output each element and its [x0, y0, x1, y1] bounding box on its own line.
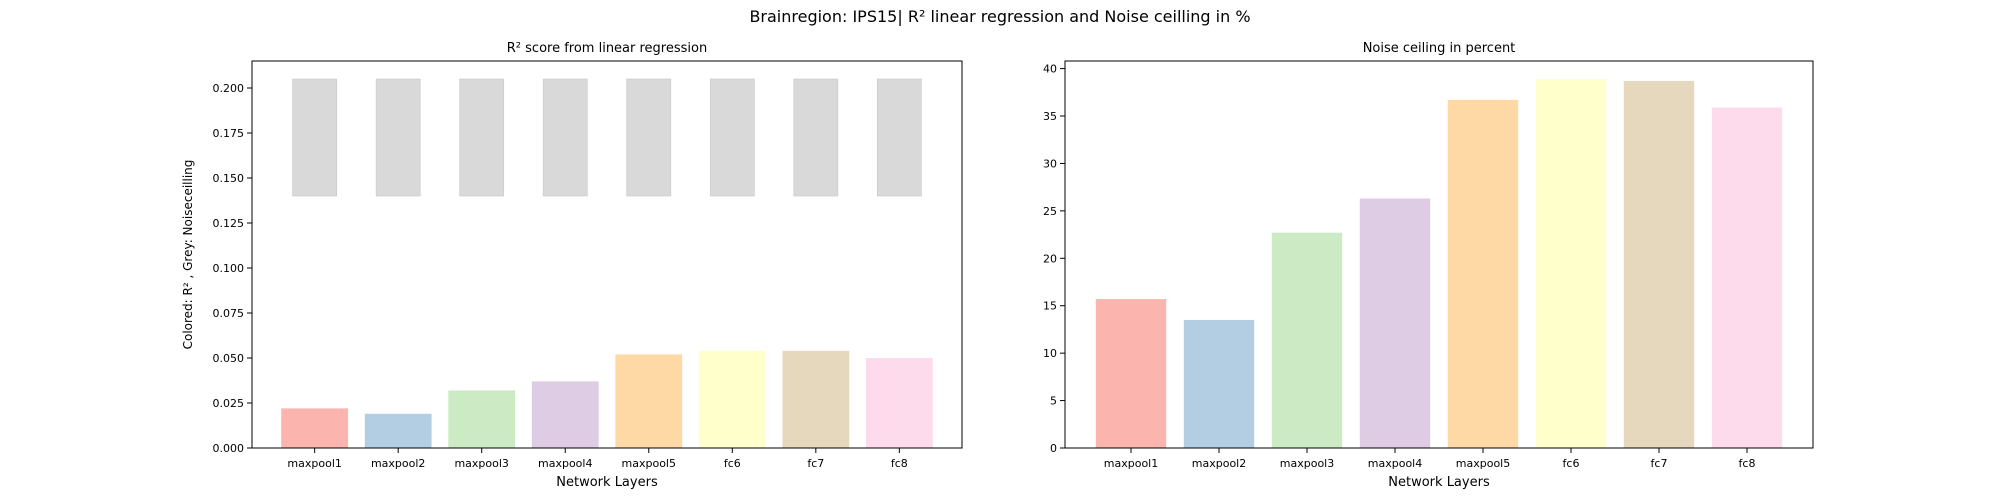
y-tick-label: 0	[1050, 442, 1057, 455]
y-tick-label: 5	[1050, 395, 1057, 408]
y-tick-label: 35	[1043, 110, 1057, 123]
figure-title: Brainregion: IPS15| R² linear regression…	[749, 7, 1250, 26]
y-tick-label: 0.075	[213, 307, 245, 320]
bar-fc8	[865, 358, 933, 448]
x-tick-label-maxpool3: maxpool3	[1280, 457, 1334, 470]
chart-r2-score: 0.000 0.025 0.050 0.075 0.100 0.125 0.150 0.175…	[181, 41, 963, 490]
x-tick-label-maxpool4: maxpool4	[1368, 457, 1422, 470]
y-tick-label: 40	[1043, 63, 1057, 76]
y-axis-label: Colored: R² , Grey: Noiseceilling	[181, 160, 195, 350]
noise-ceiling-bar-fc6	[709, 78, 755, 197]
noise-ceiling-bar-maxpool1	[292, 78, 337, 197]
bar-maxpool1	[281, 408, 349, 448]
bar-maxpool4	[1359, 198, 1431, 448]
x-tick-label-maxpool4: maxpool4	[538, 457, 592, 470]
bar-fc8	[1711, 107, 1783, 449]
x-tick-label-maxpool2: maxpool2	[371, 457, 425, 470]
x-tick-label-fc6: fc6	[724, 457, 741, 470]
bar-maxpool4	[531, 381, 599, 448]
chart-noise-ceiling: 0 5 10 15 20 25 30 35 40 maxpool1 maxpool2 maxpool3…	[1043, 41, 1814, 490]
noise-ceiling-bar-fc8	[877, 78, 922, 197]
bar-maxpool2	[364, 413, 432, 448]
x-tick-label-fc8: fc8	[891, 457, 908, 470]
x-tick-label-maxpool2: maxpool2	[1192, 457, 1246, 470]
y-tick-label: 0.000	[213, 442, 245, 455]
x-tick-label-maxpool3: maxpool3	[454, 457, 508, 470]
y-tick-label: 0.025	[213, 397, 245, 410]
noise-ceiling-bar-maxpool3	[459, 78, 505, 197]
x-tick-label-fc8: fc8	[1739, 457, 1756, 470]
bar-fc6	[1535, 79, 1607, 448]
x-axis-label: Network Layers	[1388, 475, 1490, 490]
noise-ceiling-bar-fc7	[793, 78, 839, 197]
bar-maxpool3	[448, 390, 516, 448]
y-tick-label: 0.100	[213, 262, 245, 275]
y-tick-label: 15	[1043, 300, 1057, 313]
noise-ceiling-bar-maxpool5	[626, 78, 672, 197]
x-tick-label-fc7: fc7	[1651, 457, 1668, 470]
x-tick-label-maxpool1: maxpool1	[287, 457, 341, 470]
x-tick-label-fc7: fc7	[807, 457, 824, 470]
bar-maxpool5	[615, 354, 683, 448]
noise-ceiling-bar-maxpool4	[542, 78, 588, 197]
y-tick-label: 25	[1043, 205, 1057, 218]
x-axis-label: Network Layers	[556, 475, 658, 490]
y-tick-label: 10	[1043, 347, 1057, 360]
y-tick-label: 0.175	[213, 127, 245, 140]
axes-frame	[251, 60, 963, 449]
bar-fc7	[1623, 80, 1695, 448]
x-tick-label-maxpool5: maxpool5	[1456, 457, 1510, 470]
chart-title: R² score from linear regression	[507, 41, 707, 56]
bar-maxpool2	[1183, 319, 1255, 448]
y-tick-label: 0.150	[213, 172, 245, 185]
bar-maxpool3	[1271, 232, 1343, 448]
y-tick-label: 0.125	[213, 217, 245, 230]
y-tick-label: 0.200	[213, 82, 245, 95]
bar-maxpool5	[1447, 99, 1519, 448]
bar-fc6	[698, 350, 766, 448]
y-tick-label: 0.050	[213, 352, 245, 365]
bar-maxpool1	[1095, 299, 1167, 448]
noise-ceiling-bar-maxpool2	[375, 78, 421, 197]
y-tick-label: 30	[1043, 157, 1057, 170]
x-tick-label-fc6: fc6	[1563, 457, 1580, 470]
x-tick-label-maxpool5: maxpool5	[622, 457, 676, 470]
bar-fc7	[782, 350, 850, 448]
y-tick-label: 20	[1043, 252, 1057, 265]
chart-title: Noise ceiling in percent	[1363, 41, 1516, 56]
x-tick-label-maxpool1: maxpool1	[1104, 457, 1158, 470]
axes-frame	[1064, 60, 1814, 449]
